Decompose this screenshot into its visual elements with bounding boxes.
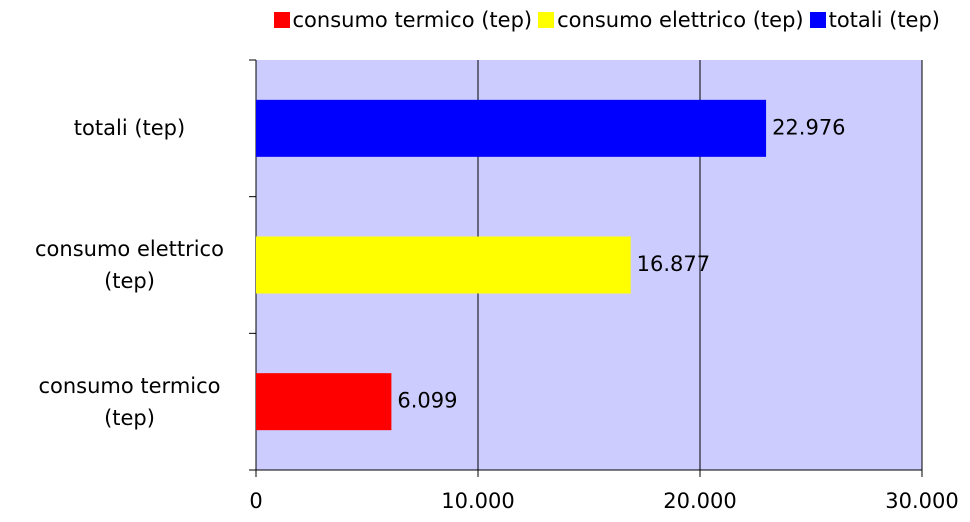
legend-swatch	[538, 12, 555, 28]
y-tick-label: consumo termico (tep)	[38, 373, 221, 430]
legend-item: totali (tep)	[809, 8, 940, 32]
y-tick-label: totali (tep)	[73, 116, 186, 141]
legend-swatch	[273, 12, 290, 28]
legend-label: consumo termico (tep)	[292, 8, 533, 32]
legend-swatch	[809, 12, 826, 28]
value-label: 16.877	[637, 252, 710, 276]
x-tick-label: 10.000	[441, 489, 514, 513]
legend-item: consumo termico (tep)	[273, 8, 533, 32]
x-tick-label: 0	[249, 489, 262, 513]
x-tick-label: 20.000	[663, 489, 736, 513]
value-label: 6.099	[397, 389, 457, 413]
legend: consumo termico (tep) consumo elettrico (…	[273, 8, 940, 32]
value-label: 22.976	[772, 115, 845, 139]
bar	[256, 373, 392, 431]
y-tick-label: consumo elettrico (tep)	[35, 237, 224, 293]
legend-item: consumo elettrico (tep)	[538, 8, 804, 32]
legend-label: totali (tep)	[828, 8, 940, 32]
legend-label: consumo elettrico (tep)	[557, 8, 804, 32]
bar	[256, 236, 631, 294]
x-tick-label: 30.000	[885, 489, 958, 513]
bar	[256, 99, 767, 157]
